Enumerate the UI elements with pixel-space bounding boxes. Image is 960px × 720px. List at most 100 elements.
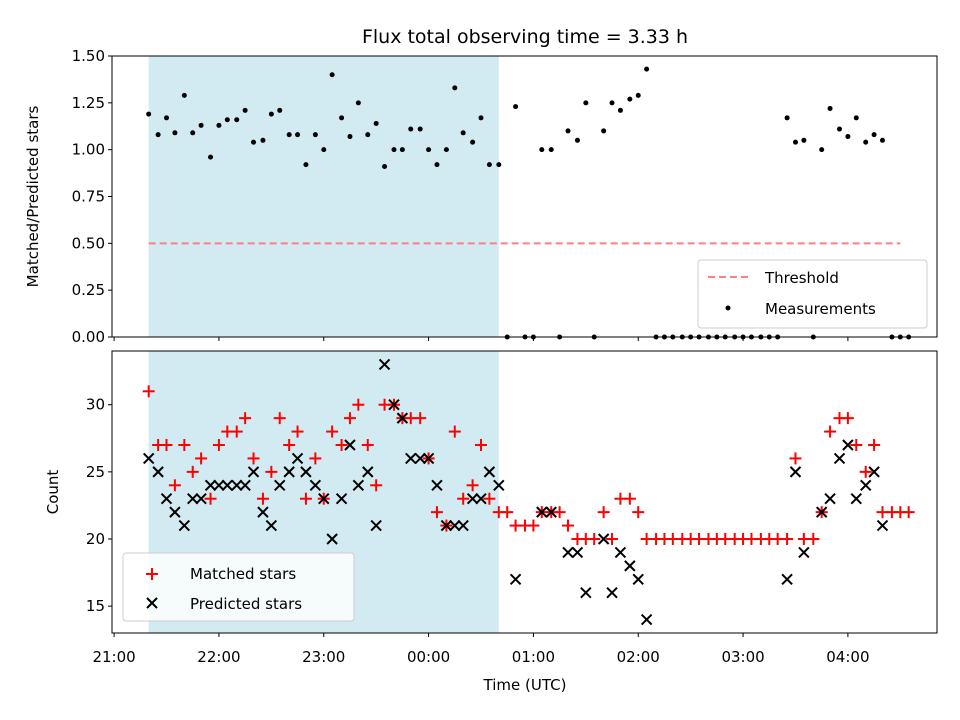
legend-threshold-label: Threshold xyxy=(764,269,839,287)
legend-measurements-swatch xyxy=(725,305,731,311)
matched-star-marker xyxy=(160,439,173,451)
matched-star-marker xyxy=(343,412,356,425)
matched-star-marker xyxy=(195,452,208,465)
matched-star-marker xyxy=(283,439,296,451)
measurement-point xyxy=(863,139,869,145)
measurement-point xyxy=(827,105,833,111)
predicted-star-marker xyxy=(475,493,487,505)
bottom-axes-frame xyxy=(111,350,938,634)
matched-star-marker xyxy=(352,398,365,411)
predicted-star-marker xyxy=(632,573,644,585)
measurement-point xyxy=(644,66,650,72)
measurement-point xyxy=(853,115,859,121)
predicted-star-marker xyxy=(239,479,251,491)
top-y-tick-label: 0.50 xyxy=(72,234,105,252)
predicted-star-marker xyxy=(815,506,828,518)
predicted-star-marker xyxy=(335,493,348,505)
top-y-tick-label: 0.00 xyxy=(72,328,105,346)
matched-star-marker xyxy=(361,439,374,451)
matched-star-marker xyxy=(178,439,191,451)
bottom-x-tick-label: 00:00 xyxy=(407,648,450,666)
predicted-star-marker xyxy=(378,358,391,371)
top-legend: Threshold Measurements xyxy=(697,259,928,329)
predicted-star-marker xyxy=(388,399,400,411)
bottom-y-axis-label: Count xyxy=(44,470,62,515)
measurement-point xyxy=(434,162,440,168)
measurement-point xyxy=(513,104,519,110)
measurement-point xyxy=(837,126,843,132)
measurement-point xyxy=(347,134,353,140)
measurement-point xyxy=(609,100,615,106)
matched-star-marker xyxy=(841,412,854,425)
predicted-star-marker xyxy=(247,466,260,478)
matched-star-marker xyxy=(326,425,339,438)
predicted-star-marker xyxy=(195,493,207,505)
predicted-star-marker xyxy=(493,479,505,491)
matched-star-marker xyxy=(902,506,915,519)
measurement-point xyxy=(242,107,248,113)
measurement-point xyxy=(286,132,292,138)
measurement-point xyxy=(801,137,807,143)
chart-title: Flux total observing time = 3.33 h xyxy=(362,26,688,48)
bottom-x-tick-label: 01:00 xyxy=(512,648,555,666)
measurement-point xyxy=(355,100,361,106)
predicted-star-marker xyxy=(624,560,636,572)
predicted-star-marker xyxy=(562,546,574,559)
measurement-point xyxy=(321,147,327,153)
measurement-point xyxy=(548,147,554,153)
measurement-point xyxy=(819,147,825,153)
predicted-star-marker xyxy=(798,546,810,559)
predicted-star-marker xyxy=(370,519,382,532)
top-y-tick-label: 0.25 xyxy=(72,281,105,299)
predicted-star-marker xyxy=(213,479,225,491)
measurement-point xyxy=(496,162,502,168)
measurement-point xyxy=(303,162,309,168)
measurement-point xyxy=(879,137,885,143)
measurement-point xyxy=(172,130,178,136)
measurement-point xyxy=(565,128,571,134)
predicted-star-marker xyxy=(824,493,836,505)
predicted-star-marker xyxy=(187,493,199,505)
matched-star-marker xyxy=(212,439,225,451)
predicted-star-marker xyxy=(352,479,365,491)
matched-star-marker xyxy=(247,452,260,465)
matched-star-marker xyxy=(204,492,217,505)
predicted-star-marker xyxy=(396,412,409,424)
predicted-star-marker xyxy=(789,466,802,478)
measurement-point xyxy=(871,132,877,138)
matched-star-marker xyxy=(457,492,470,505)
predicted-star-marker xyxy=(868,466,880,478)
measurement-point xyxy=(417,126,423,132)
matched-star-marker xyxy=(807,533,820,545)
legend-predicted-swatch xyxy=(146,597,158,609)
predicted-star-marker xyxy=(833,452,846,465)
measurement-point xyxy=(452,85,458,91)
predicted-star-markers xyxy=(142,358,889,626)
matched-star-marker xyxy=(632,506,645,519)
legend-matched-swatch xyxy=(146,568,158,580)
predicted-star-marker xyxy=(449,519,461,532)
measurement-point xyxy=(399,147,405,153)
measurement-point xyxy=(329,72,335,78)
top-y-tick-label: 0.75 xyxy=(72,188,105,206)
legend-matched-label: Matched stars xyxy=(190,565,296,583)
measurement-point xyxy=(539,147,545,153)
predicted-star-marker xyxy=(509,573,522,585)
matched-star-marker xyxy=(309,452,322,465)
matched-star-marker xyxy=(430,506,443,519)
predicted-star-marker xyxy=(571,546,584,559)
matched-star-marker xyxy=(868,439,881,451)
matched-star-marker xyxy=(370,479,383,492)
predicted-star-marker xyxy=(457,519,469,532)
bottom-y-ticks: 15 20 25 30 xyxy=(86,396,112,615)
predicted-star-marker xyxy=(283,466,295,478)
matched-star-marker xyxy=(553,506,566,519)
matched-star-marker xyxy=(588,533,601,545)
predicted-star-marker xyxy=(326,533,338,545)
predicted-star-marker xyxy=(265,519,278,532)
bottom-x-tick-label: 02:00 xyxy=(617,648,660,666)
measurement-point xyxy=(208,154,214,160)
top-panel: 0.00 0.25 0.50 0.75 1.00 1.25 1.50 Matched/Pre… xyxy=(24,47,938,346)
bottom-panel: 15 20 25 30 21:00 22:00 23:00 00:00 01:00 02:00 0… xyxy=(44,350,938,694)
